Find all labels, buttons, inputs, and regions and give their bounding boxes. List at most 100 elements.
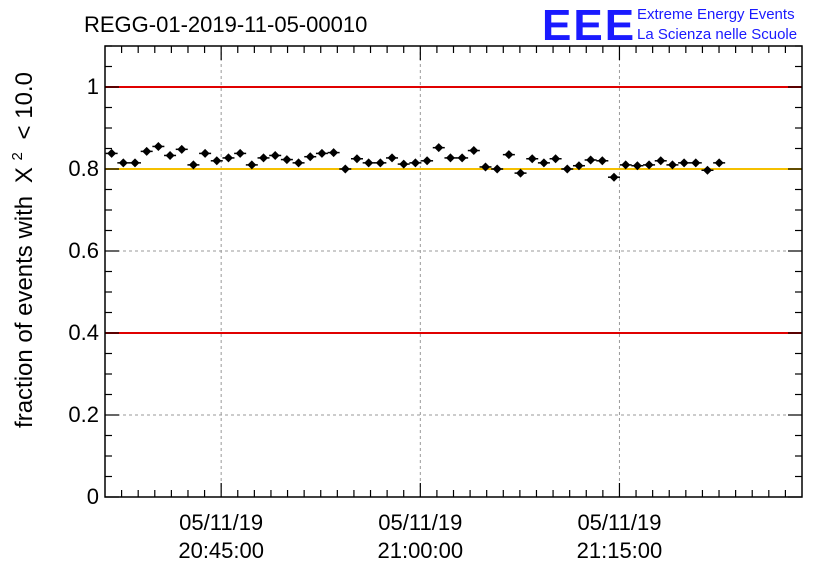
y-axis-label-suffix: < 10.0 [11, 72, 38, 139]
data-point-marker [504, 150, 514, 160]
data-point-marker [375, 158, 385, 168]
x-tick-label-time: 21:00:00 [377, 538, 463, 563]
data-point-marker [387, 153, 397, 163]
data-point-marker [679, 158, 689, 168]
data-point-marker [352, 154, 362, 164]
eee-logo: EEE Extreme Energy Events La Scienza nel… [540, 1, 830, 50]
data-point [315, 148, 328, 158]
data-point [152, 141, 165, 151]
data-point [678, 158, 691, 168]
x-tick-label-date: 05/11/19 [179, 510, 263, 535]
data-point-marker [516, 168, 526, 178]
data-point-marker [142, 146, 152, 156]
data-point [117, 158, 130, 168]
logo-letters: EEE [542, 2, 636, 46]
data-point-marker [422, 156, 432, 166]
data-point [164, 150, 177, 160]
y-tick-label: 0 [87, 484, 99, 509]
y-tick-label: 0.2 [68, 402, 99, 427]
x-tick-label-date: 05/11/19 [378, 510, 462, 535]
data-point [374, 158, 387, 168]
data-point [456, 153, 469, 163]
data-point-marker [574, 161, 584, 171]
data-point [666, 160, 679, 170]
data-point-marker [177, 144, 187, 154]
logo-line-1: Extreme Energy Events [637, 6, 795, 23]
data-point [619, 160, 632, 170]
data-point-marker [200, 148, 210, 158]
data-point-marker [294, 158, 304, 168]
data-point [210, 156, 223, 166]
data-point [105, 148, 118, 158]
data-point-marker [165, 150, 175, 160]
data-point [643, 160, 656, 170]
data-point [689, 158, 702, 168]
data-point [549, 154, 562, 164]
plot-frame [104, 45, 803, 498]
data-point-marker [340, 164, 350, 174]
data-point [596, 156, 609, 166]
data-point-marker [644, 160, 654, 170]
data-point [199, 148, 212, 158]
data-point [561, 164, 574, 174]
y-axis-label-superscript: 2 [9, 152, 26, 160]
data-point [701, 165, 714, 175]
data-point [245, 160, 258, 170]
data-point-marker [305, 152, 315, 162]
y-tick-label: 0.8 [68, 156, 99, 181]
data-point-marker [539, 158, 549, 168]
data-point [187, 160, 200, 170]
data-point [362, 158, 375, 168]
grid-layer [105, 46, 802, 497]
data-point-marker [492, 164, 502, 174]
data-point-marker [434, 143, 444, 153]
data-point [339, 164, 352, 174]
data-point-marker [399, 159, 409, 169]
data-point-marker [317, 148, 327, 158]
data-point [234, 148, 247, 158]
y-tick-label: 0.6 [68, 238, 99, 263]
x-tick-label-time: 20:45:00 [178, 538, 264, 563]
data-point [129, 158, 142, 168]
data-point-marker [445, 153, 455, 163]
data-point [537, 158, 550, 168]
data-point [432, 143, 445, 153]
data-point [292, 158, 305, 168]
axes [104, 45, 803, 498]
data-point [491, 164, 504, 174]
logo-line-2: La Scienza nelle Scuole [637, 26, 797, 43]
y-axis-label-symbol: X [11, 167, 38, 183]
data-point [526, 154, 539, 164]
data-point-marker [667, 160, 677, 170]
data-point-marker [597, 156, 607, 166]
data-point-marker [527, 154, 537, 164]
data-point [584, 155, 597, 165]
data-point [479, 162, 492, 172]
data-point-marker [609, 172, 619, 182]
data-point [654, 156, 667, 166]
x-tick-label-time: 21:15:00 [577, 538, 663, 563]
data-points [105, 141, 726, 182]
data-point-marker [259, 153, 269, 163]
data-point-marker [282, 155, 292, 165]
data-point-marker [223, 153, 233, 163]
data-point-marker [270, 150, 280, 160]
data-point-marker [621, 160, 631, 170]
data-point-marker [247, 160, 257, 170]
data-point [608, 172, 621, 182]
y-axis-label-prefix: fraction of events with [11, 196, 38, 428]
y-tick-label: 1 [87, 74, 99, 99]
data-point [444, 153, 457, 163]
data-point [514, 168, 527, 178]
data-point [421, 156, 434, 166]
data-point-marker [188, 160, 198, 170]
data-point-marker [410, 158, 420, 168]
data-point-marker [702, 165, 712, 175]
data-point [327, 148, 340, 158]
data-point-marker [107, 148, 117, 158]
data-point [350, 154, 363, 164]
data-point [502, 150, 515, 160]
data-point-marker [562, 164, 572, 174]
data-point-marker [153, 141, 163, 151]
data-point-marker [212, 156, 222, 166]
